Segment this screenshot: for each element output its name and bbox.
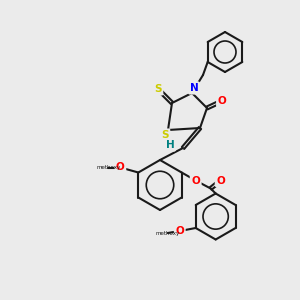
Text: O: O bbox=[216, 176, 225, 185]
Text: O: O bbox=[191, 176, 200, 185]
Text: O: O bbox=[176, 226, 184, 236]
Text: O: O bbox=[116, 163, 125, 172]
Text: methoxy: methoxy bbox=[156, 230, 180, 236]
Text: H: H bbox=[166, 140, 174, 150]
Text: N: N bbox=[190, 83, 198, 93]
Text: S: S bbox=[161, 130, 169, 140]
Text: O: O bbox=[218, 96, 226, 106]
Text: S: S bbox=[154, 84, 162, 94]
Text: methoxy: methoxy bbox=[96, 165, 121, 170]
